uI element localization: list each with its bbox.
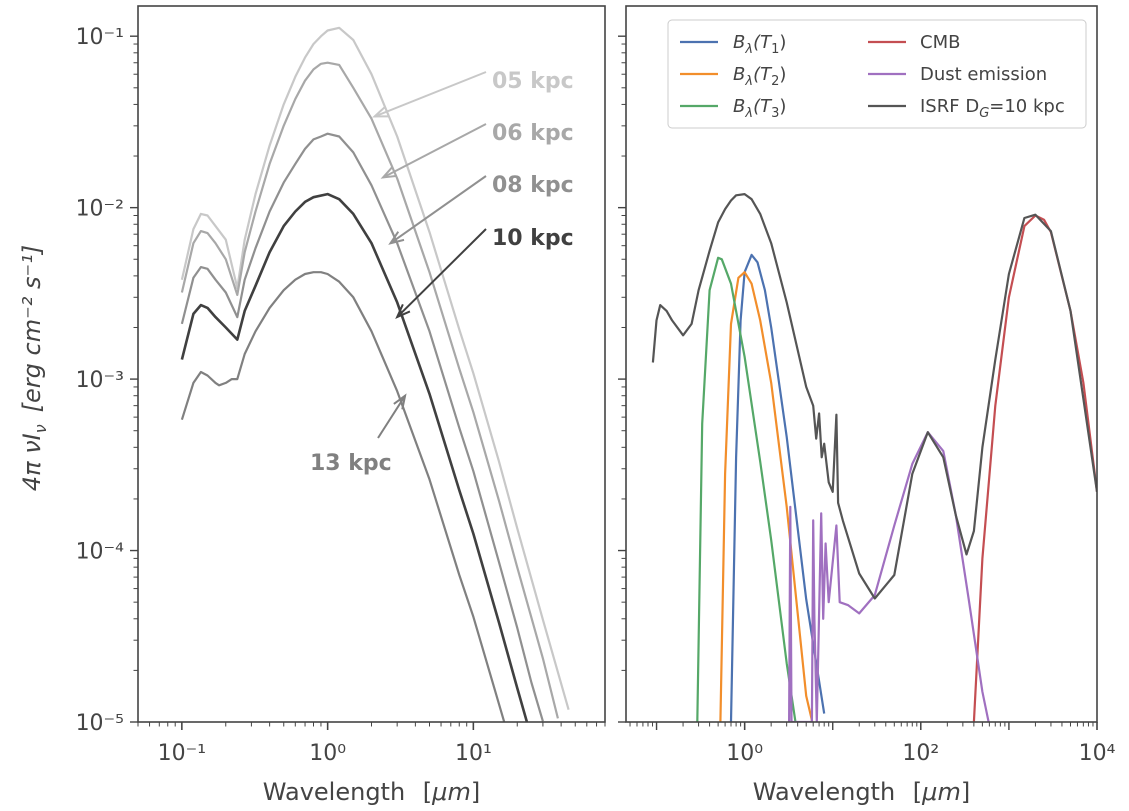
- legend-label-b3: Bλ(T3): [733, 96, 786, 121]
- x-tick-label: 10⁰: [726, 741, 763, 766]
- legend-item-isrf: ISRF DG=10 kpc: [868, 96, 1065, 121]
- y-tick-label: 10⁻¹: [76, 25, 124, 50]
- series-group: [651, 193, 1097, 722]
- x-tick-label: 10²: [902, 741, 939, 766]
- legend-label-b2: Bλ(T2): [733, 64, 786, 89]
- annotation-arrowhead: [372, 106, 389, 118]
- series-line-right-5: [651, 193, 1097, 600]
- legend-label-cmb: CMB: [920, 32, 960, 53]
- legend-item-b2: Bλ(T2): [680, 64, 786, 89]
- series-line-right-2: [696, 256, 797, 722]
- legend-item-b3: Bλ(T3): [680, 96, 786, 121]
- series-line-right-0: [729, 253, 826, 722]
- y-tick-label: 10⁻⁵: [76, 711, 124, 736]
- annotation-3: 10 kpc: [395, 226, 574, 320]
- plot-frame: [625, 5, 1098, 723]
- series-line-left-3: [180, 192, 529, 722]
- left-panel: 10⁻¹ 10⁰ 10¹ 10⁻⁵ 10⁻⁴ 10⁻³ 10⁻² 10⁻¹ Wavelength…: [76, 5, 606, 806]
- annotation-label: 13 kpc: [310, 451, 392, 476]
- series-group: [180, 26, 570, 722]
- annotation-label: 10 kpc: [492, 226, 574, 251]
- annotation-label: 05 kpc: [492, 69, 574, 94]
- legend-label-dust: Dust emission: [920, 64, 1047, 85]
- annotation-label: 08 kpc: [492, 173, 574, 198]
- annotation-arrow: [396, 228, 487, 318]
- x-tick-label: 10⁻¹: [158, 741, 206, 766]
- annotation-arrow: [377, 395, 406, 439]
- annotation-1: 06 kpc: [380, 121, 574, 179]
- legend-label-isrf: ISRF DG=10 kpc: [920, 96, 1065, 121]
- annotation-4: 13 kpc: [310, 393, 407, 476]
- y-tick-label: 10⁻³: [76, 368, 124, 393]
- legend-item-b1: Bλ(T1): [680, 32, 786, 57]
- annotation-label: 06 kpc: [492, 121, 574, 146]
- annotation-arrowhead: [380, 166, 397, 179]
- annotation-2: 08 kpc: [388, 173, 574, 245]
- x-tick-label: 10⁰: [309, 741, 346, 766]
- left-ylabel: 4π νIν[erg cm⁻² s⁻¹]: [18, 245, 50, 491]
- x-tick-label: 10¹: [455, 741, 492, 766]
- annotation-arrowhead: [393, 393, 407, 410]
- legend-item-cmb: CMB: [868, 32, 960, 53]
- y-tick-label: 10⁻⁴: [76, 540, 125, 565]
- series-line-left-4: [180, 271, 506, 722]
- series-line-left-1: [180, 61, 559, 719]
- y-tick-label: 10⁻²: [76, 197, 124, 222]
- x-axis-label: Wavelength [μm]: [263, 778, 480, 806]
- right-panel: 10⁰ 10² 10⁴ Wavelength [μm]: [618, 5, 1116, 806]
- annotation-0: 05 kpc: [372, 69, 574, 118]
- annotation-arrow: [382, 123, 487, 179]
- x-axis-label: Wavelength [μm]: [753, 778, 970, 806]
- legend: Bλ(T1) Bλ(T2) Bλ(T3) CMB Dust emission I…: [667, 19, 1087, 129]
- x-tick-label: 10⁴: [1079, 741, 1116, 766]
- legend-label-b1: Bλ(T1): [733, 32, 786, 57]
- series-line-right-3: [972, 214, 1097, 722]
- series-line-left-0: [180, 26, 570, 711]
- annotation-arrow: [389, 175, 487, 245]
- series-line-left-2: [180, 132, 544, 722]
- annotation-arrow: [374, 71, 487, 118]
- annotation-arrowhead: [395, 303, 411, 320]
- annotation-arrowhead: [388, 231, 405, 245]
- legend-item-dust: Dust emission: [868, 64, 1047, 85]
- series-line-right-1: [719, 271, 814, 722]
- plot-frame: [137, 5, 606, 723]
